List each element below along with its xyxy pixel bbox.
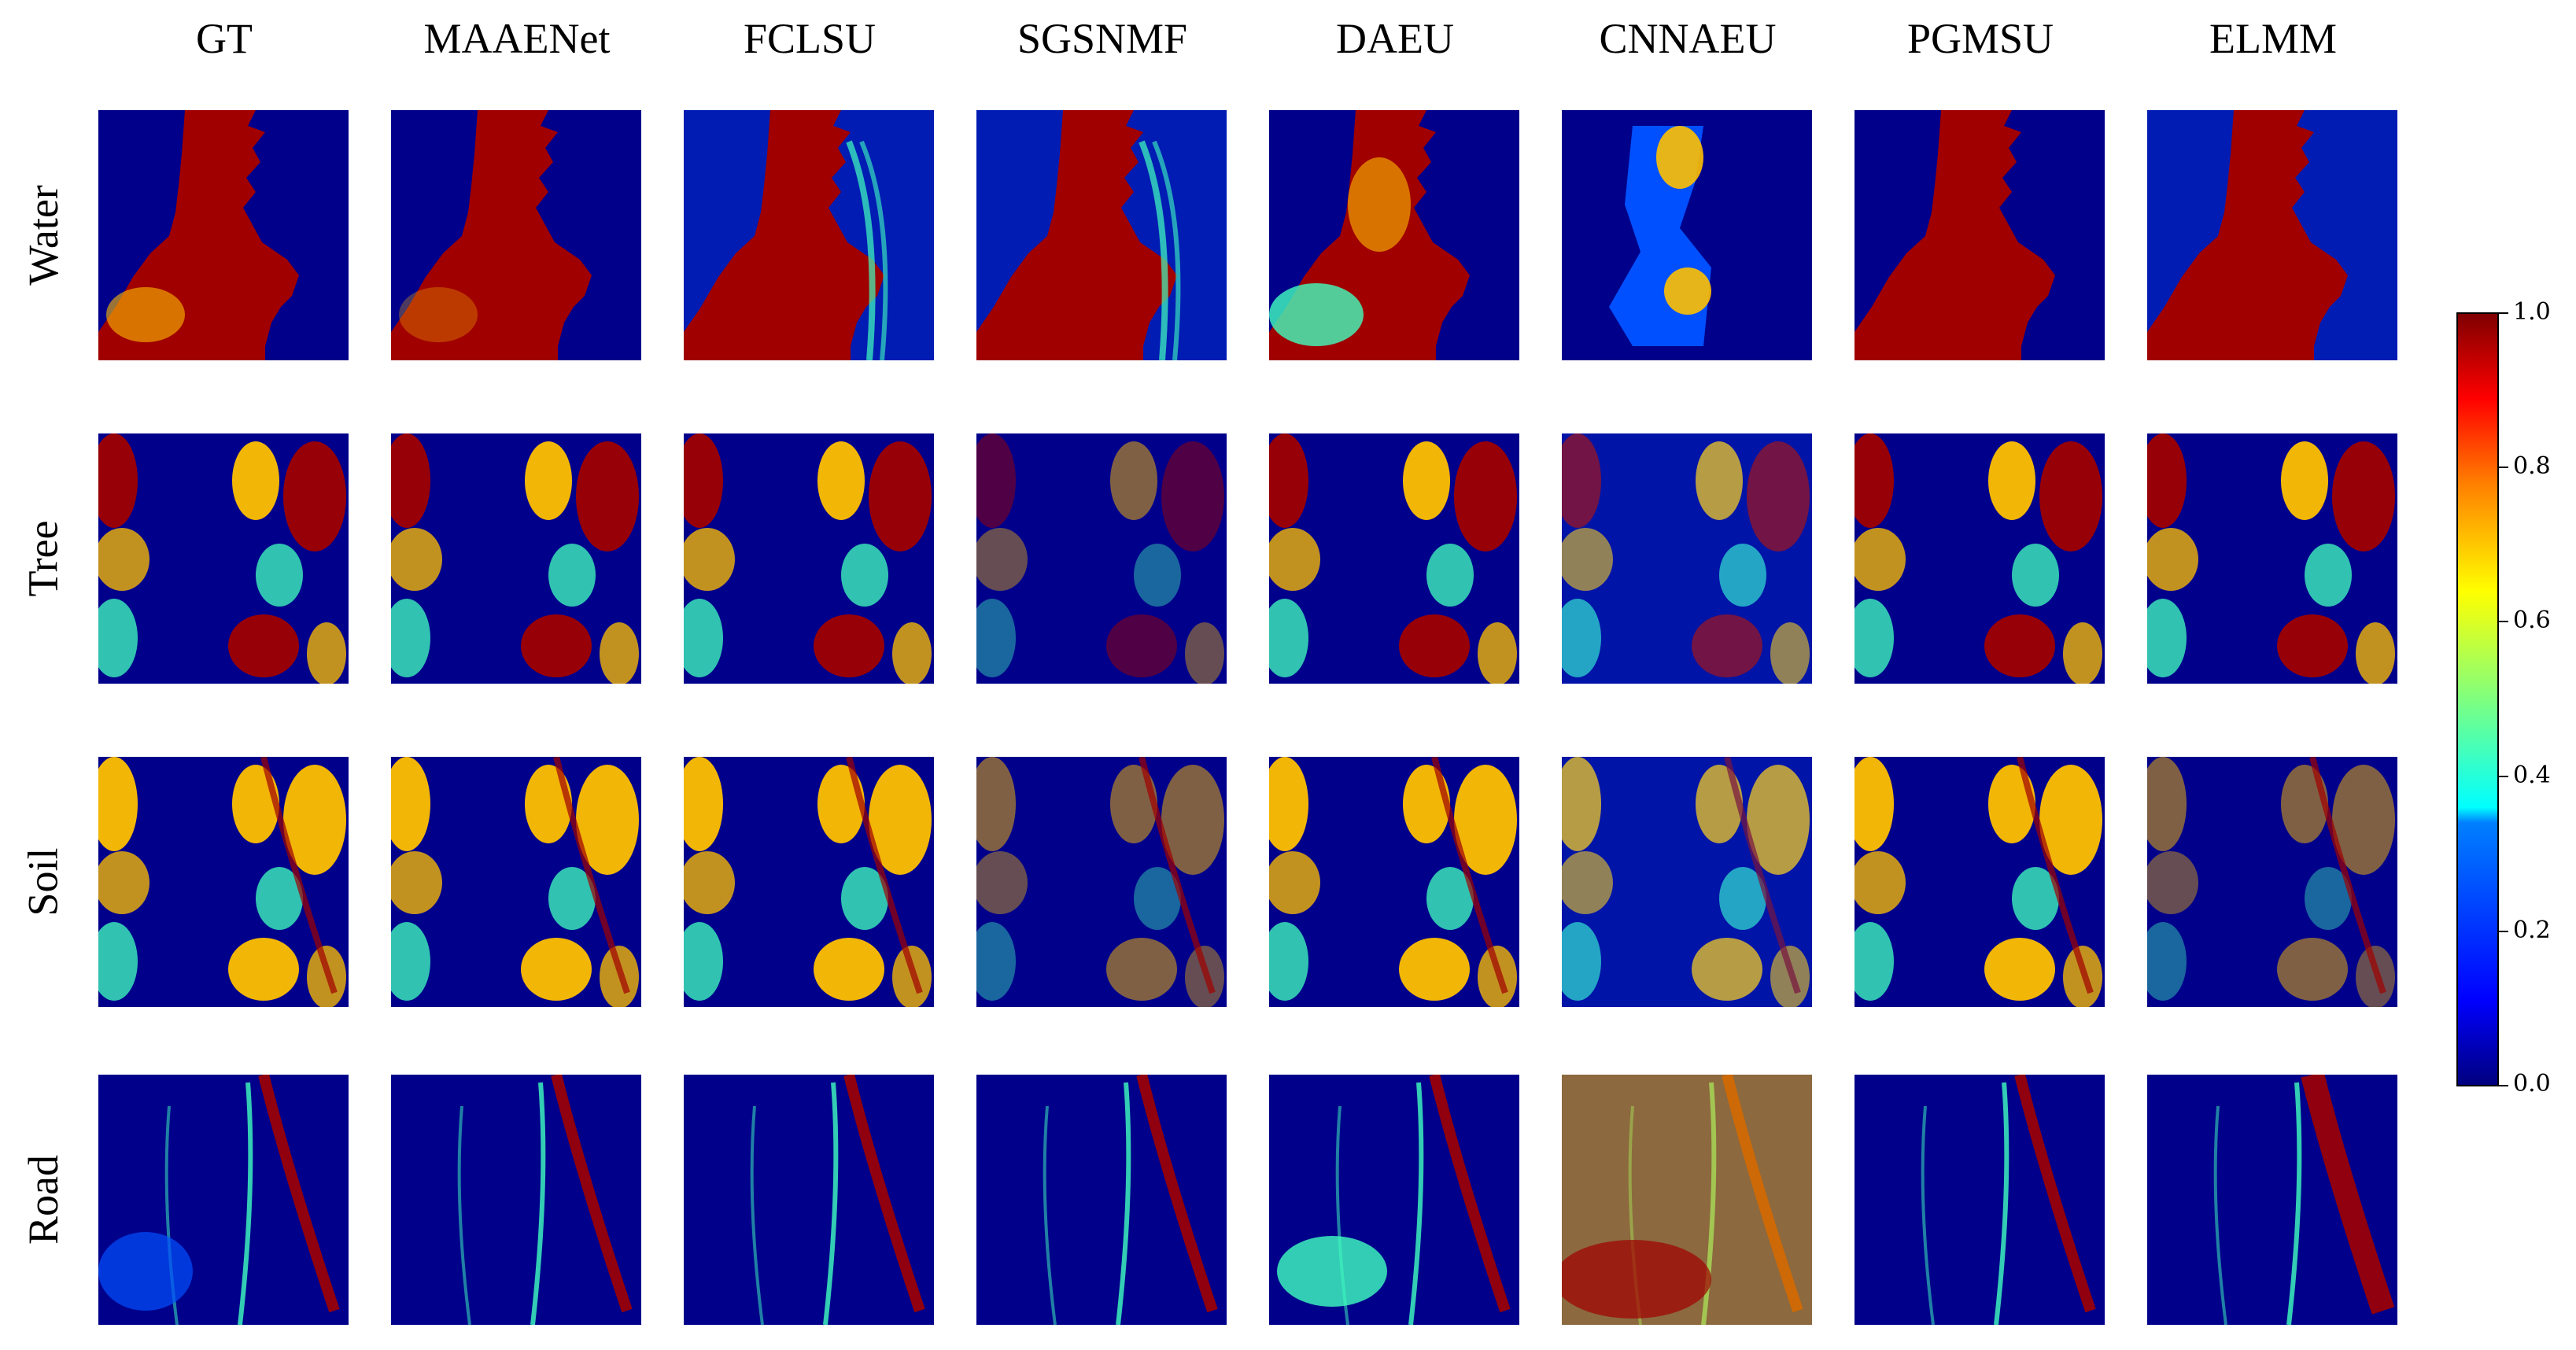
abundance-map-tree-cnnaeu [1562, 433, 1812, 684]
colorbar-tick-label: 0.2 [2513, 917, 2551, 944]
abundance-map-image [2147, 110, 2397, 360]
abundance-map-water-gt [98, 110, 349, 360]
abundance-map-water-sgsnmf [976, 110, 1227, 360]
abundance-map-image [1854, 433, 2105, 684]
colorbar-tick [2499, 312, 2508, 314]
colorbar-tick [2499, 776, 2508, 777]
abundance-map-road-pgmsu [1854, 1075, 2105, 1325]
abundance-map-soil-fclsu [684, 757, 934, 1007]
abundance-map-water-daeu [1269, 110, 1519, 360]
abundance-map-water-pgmsu [1854, 110, 2105, 360]
abundance-map-image [391, 1075, 641, 1325]
abundance-map-water-fclsu [684, 110, 934, 360]
abundance-map-image [1562, 1075, 1812, 1325]
abundance-map-water-cnnaeu [1562, 110, 1812, 360]
colorbar-tick [2499, 467, 2508, 468]
abundance-map-image [684, 757, 934, 1007]
abundance-map-image [98, 1075, 349, 1325]
abundance-map-image [976, 757, 1227, 1007]
abundance-map-road-maaenet [391, 1075, 641, 1325]
abundance-map-image [976, 1075, 1227, 1325]
abundance-map-image [1854, 757, 2105, 1007]
column-header-gt: GT [196, 15, 253, 62]
abundance-map-soil-gt [98, 757, 349, 1007]
colorbar-tick [2499, 621, 2508, 622]
abundance-map-image [98, 757, 349, 1007]
column-header-maaenet: MAAENet [423, 15, 611, 62]
abundance-map-image [98, 110, 349, 360]
abundance-map-road-cnnaeu [1562, 1075, 1812, 1325]
abundance-map-image [2147, 1075, 2397, 1325]
column-header-elmm: ELMM [2209, 15, 2337, 62]
abundance-map-image [2147, 757, 2397, 1007]
column-header-cnnaeu: CNNAEU [1599, 15, 1777, 62]
abundance-map-soil-pgmsu [1854, 757, 2105, 1007]
row-label-soil: Soil [19, 847, 67, 917]
abundance-map-soil-maaenet [391, 757, 641, 1007]
abundance-map-image [98, 433, 349, 684]
abundance-map-tree-pgmsu [1854, 433, 2105, 684]
abundance-map-tree-gt [98, 433, 349, 684]
colorbar-tick [2499, 1085, 2508, 1086]
abundance-map-road-fclsu [684, 1075, 934, 1325]
colorbar-tick-label: 0.0 [2513, 1070, 2551, 1097]
abundance-map-road-sgsnmf [976, 1075, 1227, 1325]
abundance-map-image [1562, 110, 1812, 360]
abundance-map-image [684, 433, 934, 684]
column-header-daeu: DAEU [1336, 15, 1454, 62]
abundance-map-image [1562, 433, 1812, 684]
abundance-map-image [684, 110, 934, 360]
abundance-map-soil-elmm [2147, 757, 2397, 1007]
abundance-map-image [1854, 1075, 2105, 1325]
colorbar-gradient [2456, 312, 2499, 1086]
abundance-map-image [1269, 433, 1519, 684]
abundance-map-road-daeu [1269, 1075, 1519, 1325]
abundance-map-road-gt [98, 1075, 349, 1325]
abundance-map-tree-fclsu [684, 433, 934, 684]
column-header-pgmsu: PGMSU [1906, 15, 2054, 62]
abundance-map-image [1562, 757, 1812, 1007]
column-header-fclsu: FCLSU [743, 15, 877, 62]
abundance-map-tree-daeu [1269, 433, 1519, 684]
colorbar-tick-label: 1.0 [2513, 298, 2551, 326]
abundance-map-soil-sgsnmf [976, 757, 1227, 1007]
abundance-map-tree-sgsnmf [976, 433, 1227, 684]
abundance-map-image [684, 1075, 934, 1325]
colorbar-tick-label: 0.4 [2513, 762, 2551, 789]
abundance-map-image [976, 110, 1227, 360]
abundance-map-image [391, 757, 641, 1007]
abundance-map-image [1269, 757, 1519, 1007]
colorbar: 0.0 0.2 0.4 0.6 0.8 1.0 [2456, 299, 2574, 1097]
abundance-map-image [976, 433, 1227, 684]
column-header-sgsnmf: SGSNMF [1017, 15, 1188, 62]
abundance-map-image [391, 433, 641, 684]
abundance-map-image [2147, 433, 2397, 684]
abundance-map-tree-elmm [2147, 433, 2397, 684]
abundance-map-image [1269, 110, 1519, 360]
abundance-map-soil-cnnaeu [1562, 757, 1812, 1007]
colorbar-tick [2499, 931, 2508, 932]
colorbar-tick-label: 0.6 [2513, 607, 2551, 634]
row-label-water: Water [20, 185, 68, 286]
abundance-map-tree-maaenet [391, 433, 641, 684]
abundance-map-image [1269, 1075, 1519, 1325]
abundance-map-water-maaenet [391, 110, 641, 360]
abundance-map-image [391, 110, 641, 360]
row-label-road: Road [20, 1155, 67, 1245]
row-label-tree: Tree [19, 520, 67, 597]
abundance-map-image [1854, 110, 2105, 360]
abundance-map-water-elmm [2147, 110, 2397, 360]
colorbar-tick-label: 0.8 [2513, 452, 2551, 480]
abundance-map-soil-daeu [1269, 757, 1519, 1007]
abundance-map-road-elmm [2147, 1075, 2397, 1325]
